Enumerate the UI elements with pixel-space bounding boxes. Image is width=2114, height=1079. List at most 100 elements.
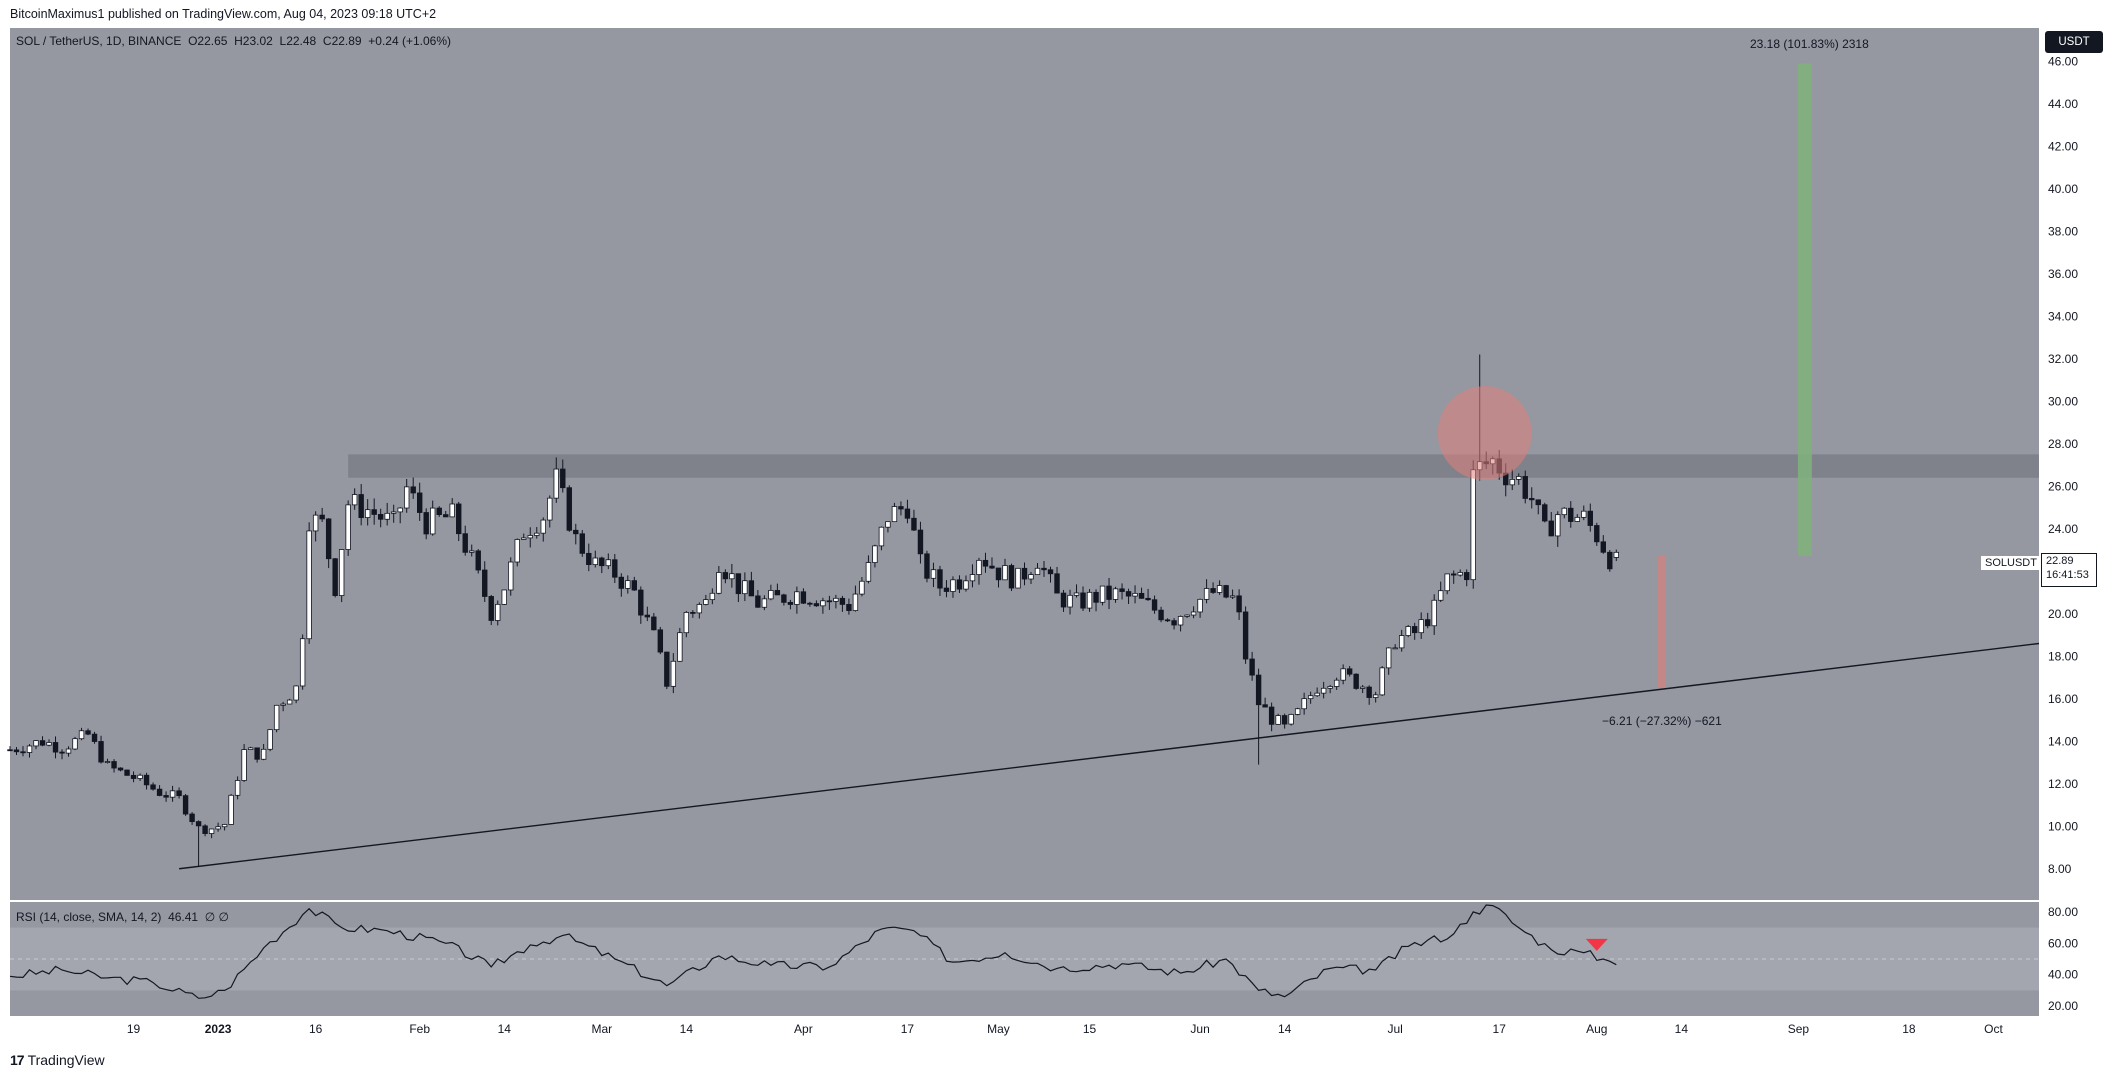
tradingview-logo[interactable]: 17 TradingView xyxy=(10,1052,105,1068)
candle-body xyxy=(1216,585,1223,593)
candle-body xyxy=(1359,686,1366,689)
candle-up xyxy=(1002,558,1008,581)
candle-up xyxy=(1184,614,1190,618)
candle-body xyxy=(169,790,176,798)
candle-down xyxy=(202,824,208,837)
candle-body xyxy=(1281,715,1288,725)
candle-down xyxy=(410,477,416,499)
candle-body xyxy=(1106,585,1112,600)
price-axis-tick: 16.00 xyxy=(2048,692,2078,706)
candle-body xyxy=(65,748,72,754)
candle-down xyxy=(39,736,46,747)
candle-body xyxy=(1158,609,1164,621)
candle-body xyxy=(950,579,956,592)
candle-body xyxy=(1021,567,1028,580)
candle-body xyxy=(351,494,358,506)
candle-body xyxy=(286,699,293,705)
candle-body xyxy=(1125,591,1132,597)
candle-up xyxy=(1555,511,1561,547)
candle-down xyxy=(1164,618,1171,623)
candle-up xyxy=(78,727,85,741)
rsi-legend-label[interactable]: RSI (14, close, SMA, 14, 2) xyxy=(16,910,162,924)
rsi-axis-tick: 40.00 xyxy=(2048,968,2078,982)
candle-up xyxy=(1561,507,1567,519)
tradingview-mark-icon: 17 xyxy=(10,1052,25,1068)
candle-down xyxy=(735,573,742,603)
candle-up xyxy=(104,758,111,764)
candle-body xyxy=(1093,591,1099,603)
candle-body xyxy=(98,741,104,763)
candle-up xyxy=(390,504,397,523)
candle-body xyxy=(670,660,677,687)
candle-body xyxy=(1197,598,1203,613)
candle-up xyxy=(1307,691,1314,704)
candle-up xyxy=(1613,549,1619,562)
candle-body xyxy=(1431,599,1437,627)
candle-body xyxy=(631,580,638,591)
candle-up xyxy=(1457,569,1463,577)
candle-body xyxy=(384,512,390,520)
legend-symbol[interactable]: SOL / TetherUS, 1D, BINANCE xyxy=(16,34,182,48)
candle-body xyxy=(1353,673,1359,689)
candle-down xyxy=(1047,566,1054,583)
candle-body xyxy=(1249,658,1255,676)
candle-up xyxy=(1086,589,1093,612)
candle-up xyxy=(351,488,358,510)
candle-body xyxy=(91,733,98,742)
candle-body xyxy=(403,486,410,509)
candle-up xyxy=(1294,707,1301,716)
candle-body xyxy=(1255,674,1262,706)
candle-up xyxy=(865,555,872,584)
candle-up xyxy=(338,549,345,603)
candle-body xyxy=(898,506,904,510)
candle-up xyxy=(345,500,351,556)
candle-body xyxy=(46,742,52,746)
candle-up xyxy=(768,584,774,601)
candle-up xyxy=(1229,589,1236,600)
candle-body xyxy=(943,587,950,592)
candle-down xyxy=(599,556,605,574)
candle-up xyxy=(878,526,885,551)
candle-up xyxy=(950,576,956,598)
candle-up xyxy=(534,527,540,539)
candle-body xyxy=(267,729,273,750)
time-axis-tick: 14 xyxy=(1278,1022,1292,1036)
candle-down xyxy=(586,543,592,572)
candle-down xyxy=(325,518,332,569)
time-axis-tick: 14 xyxy=(498,1022,512,1036)
candle-body xyxy=(254,747,260,760)
time-axis-tick: 14 xyxy=(680,1022,694,1036)
candle-down xyxy=(20,746,26,757)
candle-body xyxy=(982,559,989,567)
last-price-tag: 22.89 16:41:53 xyxy=(2041,553,2097,587)
candle-body xyxy=(1327,686,1333,689)
candle-down xyxy=(7,746,13,752)
candle-down xyxy=(1529,487,1535,509)
candle-body xyxy=(781,594,787,603)
candle-up xyxy=(1314,687,1320,697)
candle-down xyxy=(59,749,65,760)
measure-down-label: −6.21 (−27.32%) −621 xyxy=(1602,714,1722,728)
currency-button[interactable]: USDT xyxy=(2045,31,2103,53)
candle-body xyxy=(872,545,878,563)
candle-down xyxy=(1080,586,1086,611)
candle-up xyxy=(553,457,559,503)
candle-body xyxy=(963,580,969,590)
candle-up xyxy=(1073,584,1080,598)
candle-up xyxy=(508,557,514,596)
candle-body xyxy=(469,550,475,553)
candle-down xyxy=(943,580,950,598)
price-axis-tick: 24.00 xyxy=(2048,522,2078,536)
candle-body xyxy=(774,590,781,596)
candle-body xyxy=(397,507,403,513)
candle-body xyxy=(1613,551,1619,558)
candle-down xyxy=(911,509,917,531)
candle-body xyxy=(449,503,455,518)
resistance-zone-layer xyxy=(348,454,2040,478)
candle-down xyxy=(1268,702,1275,732)
candle-down xyxy=(143,772,150,790)
candle-body xyxy=(1080,592,1086,609)
candle-up xyxy=(267,729,273,752)
candle-body xyxy=(553,468,559,499)
